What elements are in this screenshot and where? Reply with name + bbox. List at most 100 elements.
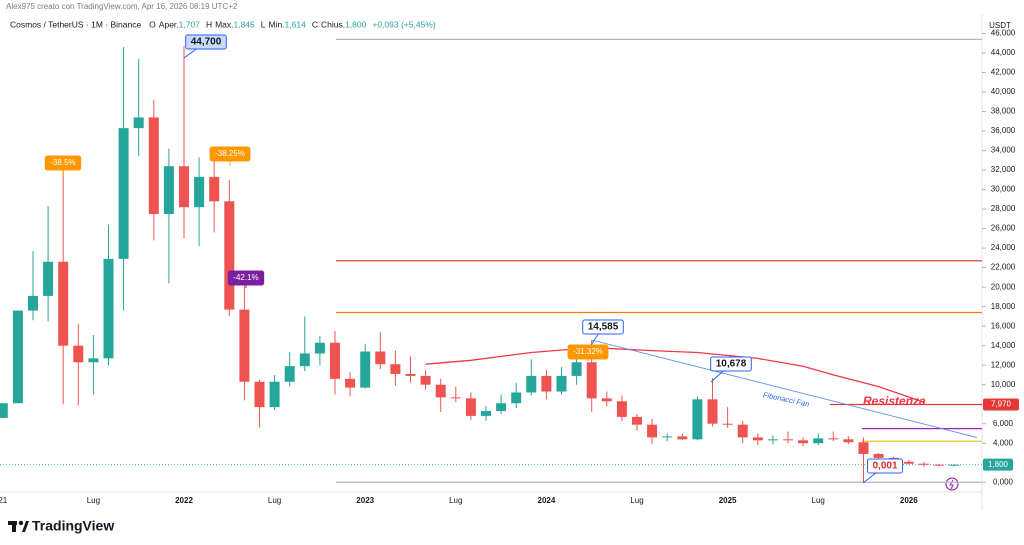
candle-body xyxy=(737,424,748,438)
candle-body xyxy=(330,342,340,379)
candle-body xyxy=(405,373,416,376)
candle-body xyxy=(858,442,869,454)
y-tick-label: 22,000 xyxy=(991,263,1016,272)
annotation-box xyxy=(209,146,251,162)
y-tick-label: 28,000 xyxy=(991,204,1016,213)
candle-body xyxy=(949,464,960,466)
candle-body xyxy=(903,461,914,464)
candle-body xyxy=(103,258,114,359)
candle-body xyxy=(435,384,446,398)
x-tick-label: 2026 xyxy=(900,496,918,505)
annotation-box xyxy=(582,319,624,335)
y-tick-label: 14,000 xyxy=(991,341,1016,350)
change: +0,093 (+5,45%) xyxy=(372,19,435,29)
ohlc-key: L xyxy=(261,19,266,29)
annotation-text: -38.25% xyxy=(215,149,245,158)
candle-body xyxy=(647,424,658,438)
annotation-box xyxy=(185,34,227,50)
candle-body xyxy=(707,399,718,424)
x-tick-label: 2022 xyxy=(175,496,193,505)
annotation-box xyxy=(227,270,265,286)
y-tick-label: 0,000 xyxy=(993,477,1014,486)
candle-body xyxy=(798,440,809,444)
annotation-box xyxy=(567,344,609,360)
candle-body xyxy=(73,345,84,363)
annotation-text: 14,585 xyxy=(588,322,619,333)
annotation-text: 44,700 xyxy=(191,37,222,48)
y-tick-label: 46,000 xyxy=(991,29,1016,38)
candle-body xyxy=(526,375,537,393)
candle-body xyxy=(843,439,854,443)
logo-icon xyxy=(18,520,24,526)
candle-body xyxy=(194,176,205,208)
currency: USDT xyxy=(989,21,1011,30)
y-tick-label: 42,000 xyxy=(991,68,1016,77)
candle-body xyxy=(345,378,356,388)
candle-body xyxy=(918,463,929,465)
candle-body xyxy=(163,166,174,214)
candle-body xyxy=(43,261,54,296)
fibonacci-fan xyxy=(591,339,977,438)
candle-body xyxy=(133,117,144,129)
candle-body xyxy=(88,358,99,363)
y-tick-label: 30,000 xyxy=(991,185,1016,194)
replay-icon[interactable] xyxy=(945,477,959,491)
last-price-label: 1,800 xyxy=(988,460,1009,469)
credit: Alex975 creato con TradingView.com, Apr … xyxy=(6,2,238,11)
ohlc-name: Min. xyxy=(269,19,285,29)
x-tick-label: 2025 xyxy=(719,496,737,505)
candle-body xyxy=(934,464,944,466)
x-tick-label: Lug xyxy=(87,496,100,505)
ohlc-name: Max. xyxy=(215,19,233,29)
y-tick-label: 36,000 xyxy=(991,126,1016,135)
candle-body xyxy=(179,166,189,208)
ohlc-name: Chius. xyxy=(321,19,345,29)
candle-body xyxy=(586,362,597,399)
ohlc-value: 1,707 xyxy=(179,19,201,29)
symbol-header: Cosmos / TetherUS · 1M · Binance O Aper. 1… xyxy=(10,19,436,29)
ohlc-key: H xyxy=(206,19,212,29)
ohlc-value: 1,614 xyxy=(285,19,307,29)
candle-body xyxy=(752,437,763,441)
candle-body xyxy=(873,453,884,458)
candle-body xyxy=(465,398,476,416)
candle-body xyxy=(601,398,612,402)
candle-body xyxy=(58,261,69,346)
y-tick-label: 24,000 xyxy=(991,243,1016,252)
alert-icon[interactable] xyxy=(945,477,959,491)
symbol: Cosmos / TetherUS · 1M · Binance xyxy=(10,19,141,29)
y-tick-label: 26,000 xyxy=(991,224,1016,233)
y-tick-label: 40,000 xyxy=(991,87,1016,96)
ohlc-key: O xyxy=(149,19,156,29)
y-tick-label: 12,000 xyxy=(991,360,1016,369)
candle-body xyxy=(722,423,733,425)
annotation-text: 0,001 xyxy=(872,461,897,472)
logo-icon xyxy=(22,521,29,532)
level-price-label: 7,970 xyxy=(991,400,1012,409)
y-tick-label: 38,000 xyxy=(991,107,1016,116)
annotation: -38.5% xyxy=(44,155,82,176)
candle-body xyxy=(632,416,642,425)
y-tick-label: 4,000 xyxy=(993,438,1014,447)
candle-body xyxy=(269,381,280,408)
annotation-box xyxy=(866,458,904,474)
candle-body xyxy=(420,375,431,385)
candle-body xyxy=(662,436,673,438)
candle-body xyxy=(783,439,793,441)
ohlc-value: 1,800 xyxy=(345,19,367,29)
candle-body xyxy=(571,362,582,376)
annotation: -42.1% xyxy=(227,270,265,288)
candle-body xyxy=(556,375,567,392)
y-tick-label: 18,000 xyxy=(991,302,1016,311)
candle-body xyxy=(692,399,703,440)
last-price-tag xyxy=(983,458,1013,471)
candle-body xyxy=(254,381,265,408)
candle-body xyxy=(224,201,235,310)
x-tick-label: Lug xyxy=(268,496,281,505)
candle-body xyxy=(360,351,371,388)
candle-body xyxy=(299,353,310,367)
y-tick-label: 20,000 xyxy=(991,282,1016,291)
y-tick-label: 16,000 xyxy=(991,321,1016,330)
candle-body xyxy=(28,295,38,311)
logo-text: TradingView xyxy=(32,518,114,534)
